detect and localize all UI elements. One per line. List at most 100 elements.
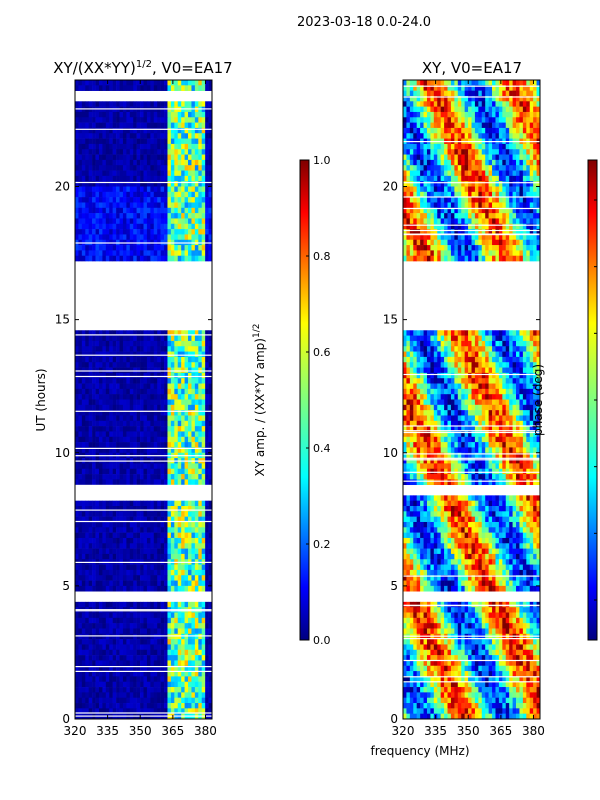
- heatmap-cell: [143, 575, 148, 581]
- heatmap-cell: [526, 191, 531, 198]
- heatmap-cell: [201, 521, 206, 528]
- heatmap-cell: [492, 154, 496, 161]
- heatmap-cell: [126, 213, 131, 219]
- heatmap-cell: [430, 154, 435, 161]
- heatmap-cell: [208, 378, 213, 384]
- heatmap-cell: [126, 553, 131, 560]
- heatmap-cell: [105, 218, 110, 225]
- heatmap-cell: [129, 511, 134, 517]
- heatmap-cell: [201, 186, 206, 193]
- heatmap-cell: [88, 585, 93, 592]
- heatmap-cell: [198, 655, 203, 661]
- heatmap-cell: [474, 85, 479, 91]
- heatmap-cell: [533, 170, 537, 177]
- heatmap-cell: [157, 80, 161, 86]
- heatmap-cell: [98, 660, 103, 667]
- heatmap-cell: [119, 431, 124, 438]
- heatmap-cell: [75, 569, 79, 576]
- heatmap-cell: [174, 521, 179, 528]
- heatmap-cell: [481, 175, 486, 182]
- heatmap-cell: [136, 479, 141, 486]
- heatmap-cell: [485, 143, 489, 150]
- heatmap-cell: [75, 213, 79, 219]
- heatmap-cell: [194, 681, 199, 688]
- heatmap-cell: [160, 117, 165, 123]
- heatmap-cell: [461, 95, 465, 102]
- heatmap-cell: [119, 80, 124, 86]
- heatmap-cell: [201, 612, 206, 619]
- heatmap-cell: [146, 170, 151, 177]
- heatmap-cell: [177, 378, 182, 384]
- heatmap-cell: [194, 585, 199, 592]
- heatmap-cell: [167, 500, 172, 507]
- heatmap-cell: [184, 191, 189, 198]
- heatmap-cell: [119, 463, 124, 470]
- heatmap-cell: [109, 564, 113, 571]
- heatmap-cell: [188, 644, 192, 651]
- heatmap-cell: [102, 245, 107, 251]
- heatmap-cell: [170, 245, 175, 251]
- heatmap-cell: [122, 372, 127, 379]
- heatmap-cell: [150, 474, 155, 480]
- heatmap-cell: [167, 111, 172, 118]
- heatmap-cell: [143, 101, 148, 107]
- heatmap-cell: [143, 346, 148, 352]
- heatmap-cell: [133, 463, 137, 470]
- heatmap-cell: [85, 133, 89, 139]
- heatmap-cell: [129, 197, 134, 203]
- heatmap-cell: [194, 80, 199, 86]
- heatmap-cell: [129, 681, 134, 688]
- heatmap-cell: [208, 143, 213, 150]
- heatmap-cell: [122, 623, 127, 629]
- heatmap-cell: [191, 665, 196, 672]
- heatmap-cell: [177, 655, 182, 661]
- heatmap-cell: [92, 420, 96, 427]
- heatmap-cell: [81, 138, 86, 145]
- heatmap-cell: [188, 628, 192, 635]
- heatmap-cell: [88, 655, 93, 661]
- heatmap-cell: [160, 223, 165, 230]
- heatmap-cell: [495, 80, 500, 86]
- heatmap-cell: [188, 250, 192, 257]
- heatmap-cell: [140, 181, 144, 187]
- heatmap-cell: [136, 612, 141, 619]
- heatmap-cell: [160, 388, 165, 395]
- heatmap-cell: [191, 601, 196, 608]
- heatmap-cell: [153, 399, 158, 406]
- heatmap-cell: [122, 415, 127, 422]
- heatmap-cell: [98, 127, 103, 134]
- heatmap-cell: [208, 250, 213, 257]
- heatmap-cell: [170, 527, 175, 533]
- heatmap-cell: [184, 665, 189, 672]
- heatmap-cell: [85, 569, 89, 576]
- heatmap-cell: [116, 362, 120, 368]
- heatmap-cell: [88, 420, 93, 427]
- heatmap-cell: [157, 223, 161, 230]
- heatmap-cell: [177, 463, 182, 470]
- heatmap-cell: [95, 692, 100, 699]
- heatmap-cell: [164, 580, 168, 587]
- heatmap-cell: [170, 330, 175, 336]
- heatmap-cell: [122, 511, 127, 517]
- heatmap-cell: [181, 420, 185, 427]
- heatmap-cell: [133, 628, 137, 635]
- heatmap-cell: [205, 436, 209, 443]
- heatmap-cell: [188, 378, 192, 384]
- heatmap-cell: [109, 692, 113, 699]
- heatmap-cell: [98, 101, 103, 107]
- heatmap-cell: [205, 378, 209, 384]
- heatmap-cell: [403, 95, 407, 102]
- heatmap-cell: [201, 330, 206, 336]
- heatmap-cell: [426, 165, 431, 171]
- heatmap-cell: [116, 660, 120, 667]
- heatmap-cell: [85, 676, 89, 683]
- heatmap-cell: [85, 644, 89, 651]
- heatmap-cell: [194, 229, 199, 235]
- heatmap-cell: [88, 85, 93, 91]
- heatmap-cell: [140, 431, 144, 438]
- heatmap-cell: [150, 245, 155, 251]
- heatmap-cell: [112, 474, 117, 480]
- heatmap-cell: [205, 644, 209, 651]
- heatmap-cell: [98, 143, 103, 150]
- heatmap-cell: [516, 149, 520, 155]
